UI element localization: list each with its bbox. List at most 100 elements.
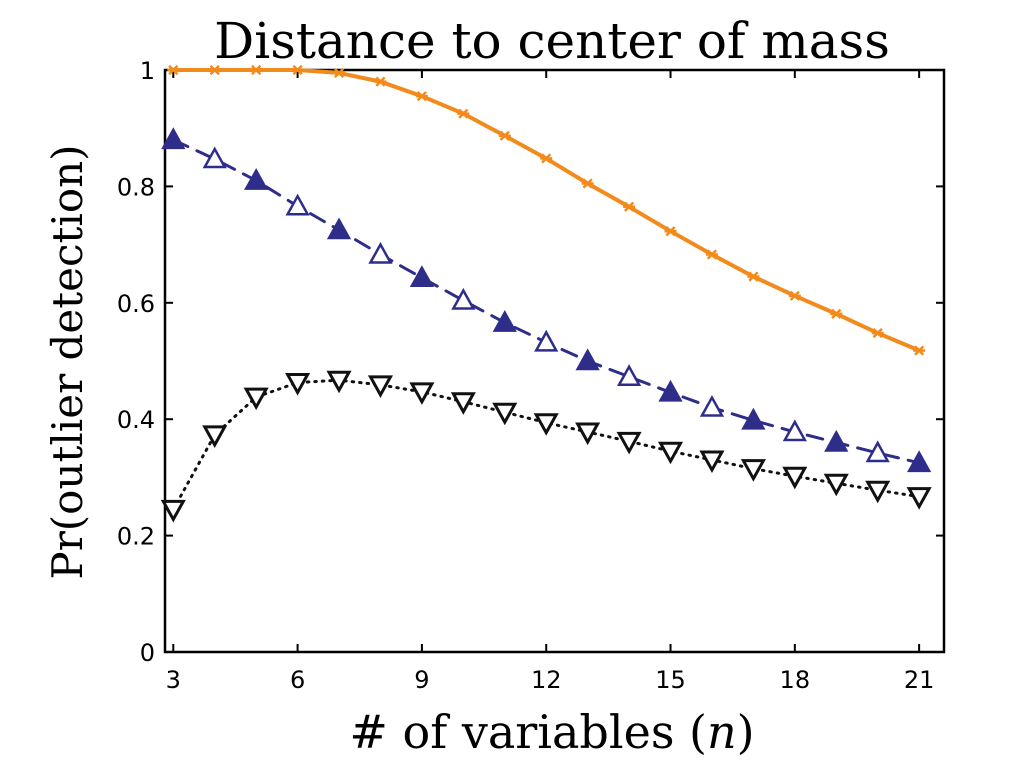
x-tick-label: 15 (655, 666, 686, 694)
data-point-stroke (209, 64, 220, 76)
data-point (782, 466, 808, 490)
series-2 (161, 127, 932, 473)
data-point (326, 217, 352, 240)
data-point-stroke (251, 64, 262, 76)
data-point-stroke (748, 271, 759, 282)
data-point (243, 387, 269, 411)
data-point (409, 265, 435, 288)
data-point (202, 146, 227, 169)
x-axis-label-prefix: # of variables ( (349, 705, 707, 759)
data-point (782, 419, 807, 442)
data-point (208, 64, 221, 76)
data-point-stroke (375, 76, 386, 87)
data-point (285, 373, 311, 396)
series-1-line (171, 68, 922, 353)
x-axis-label-suffix: ) (737, 705, 755, 759)
chart-title: Distance to center of mass (214, 12, 890, 70)
data-point (167, 64, 180, 76)
data-point (871, 327, 884, 339)
data-point (374, 76, 387, 87)
data-point (788, 290, 801, 301)
data-point (906, 487, 932, 510)
data-point (740, 459, 766, 482)
x-tick-label: 6 (290, 666, 305, 694)
y-axis-label: Pr(outlier detection) (43, 144, 92, 579)
data-point (409, 382, 435, 405)
series-3 (160, 370, 932, 523)
data-point-stroke (831, 308, 842, 319)
series-1 (167, 64, 926, 356)
data-point (291, 64, 304, 76)
data-point (451, 287, 476, 310)
series-layer (160, 64, 932, 523)
data-point (367, 375, 394, 398)
data-point (699, 450, 725, 474)
data-point (865, 440, 890, 463)
plot-frame (163, 68, 946, 654)
data-point-stroke (458, 108, 469, 119)
data-point (657, 441, 684, 465)
data-point-stroke (333, 67, 345, 78)
data-point (699, 394, 725, 417)
series-3-line (171, 378, 921, 511)
x-tick-label: 3 (166, 666, 181, 694)
y-tick-label: 0.8 (117, 173, 155, 201)
data-point (581, 178, 594, 189)
data-point-stroke (499, 130, 510, 141)
data-point (865, 480, 891, 504)
data-point (824, 429, 849, 452)
data-point (498, 130, 511, 141)
data-point (492, 310, 517, 332)
data-point (368, 241, 393, 264)
data-point (616, 364, 642, 386)
data-point-stroke (789, 290, 800, 301)
data-point (705, 249, 718, 260)
data-point (202, 425, 228, 449)
y-tick-label: 0 (140, 639, 155, 667)
data-point-stroke (582, 178, 593, 189)
data-point (415, 91, 428, 102)
data-point (830, 308, 843, 319)
x-axis-label: # of variables (n) (349, 705, 754, 759)
data-point (575, 348, 600, 371)
data-point-stroke (624, 201, 635, 212)
x-tick-label: 12 (531, 666, 562, 694)
data-point (333, 67, 346, 78)
data-point (457, 108, 470, 119)
y-tick-label: 1 (140, 57, 155, 85)
data-point-stroke (541, 153, 552, 164)
y-tick-label: 0.4 (117, 406, 155, 434)
data-point-stroke (872, 327, 883, 339)
x-tick-label: 21 (904, 666, 935, 694)
data-point (244, 168, 269, 190)
ticks-layer: 3 6 9 12 15 18 21 0 0.2 0.4 0.6 0.8 1 (117, 57, 944, 694)
data-point (741, 407, 766, 430)
data-point (160, 499, 186, 523)
data-point (492, 402, 518, 426)
data-point-stroke (168, 64, 179, 76)
data-point (250, 64, 263, 76)
data-point (616, 431, 642, 455)
data-point (913, 345, 926, 356)
data-point (533, 413, 559, 436)
data-point (664, 226, 677, 237)
data-point (658, 379, 683, 402)
data-point-stroke (914, 345, 925, 356)
data-point (450, 392, 476, 415)
data-point (285, 193, 310, 216)
y-tick-label: 0.2 (117, 523, 155, 551)
y-tick-label: 0.6 (117, 290, 155, 318)
data-point (161, 127, 186, 150)
data-point (540, 153, 553, 164)
data-point-stroke (706, 249, 718, 260)
x-tick-label: 18 (780, 666, 811, 694)
data-point (534, 329, 559, 352)
data-point (907, 450, 932, 473)
data-point (623, 201, 636, 212)
data-point-stroke (665, 226, 676, 237)
data-point (575, 422, 601, 446)
data-point (747, 271, 760, 282)
data-point-stroke (292, 64, 303, 76)
